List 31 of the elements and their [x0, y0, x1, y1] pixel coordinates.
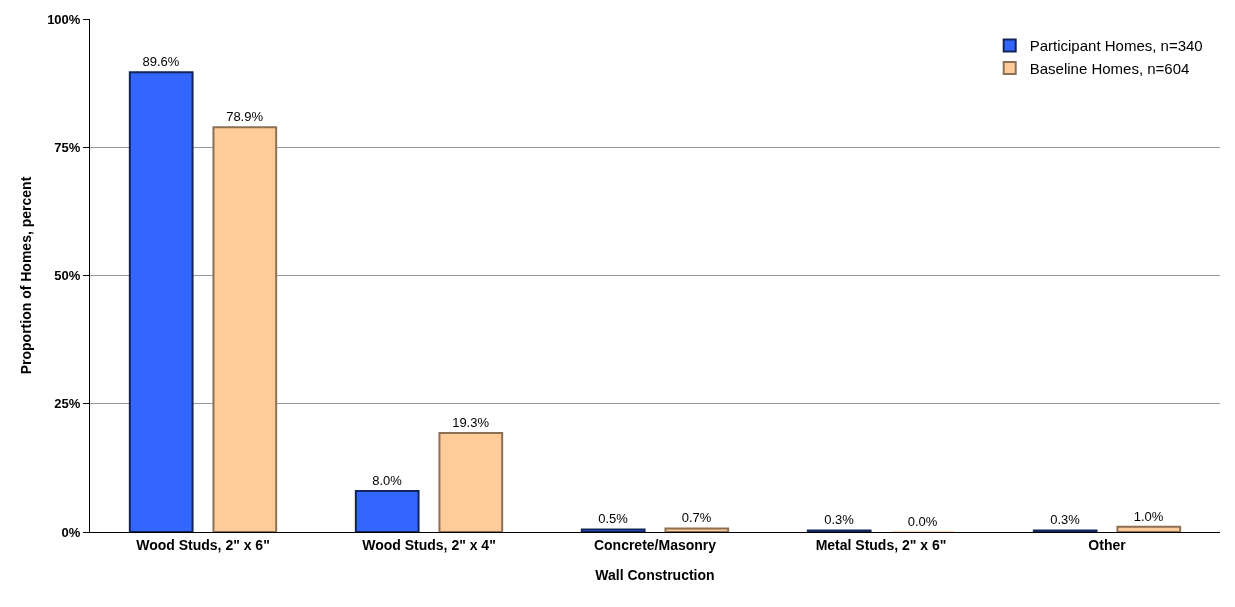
x-tick-label: Wood Studs, 2" x 6" — [136, 536, 270, 553]
bar — [212, 126, 278, 532]
data-label: 0.7% — [681, 510, 712, 526]
y-axis-title: Proportion of Homes, percent — [17, 176, 34, 375]
bar — [128, 71, 194, 532]
data-label: 8.0% — [372, 472, 403, 488]
legend-label: Baseline Homes, n=604 — [1029, 59, 1190, 77]
data-label: 0.5% — [598, 511, 629, 527]
bar — [438, 431, 504, 532]
x-tick-label: Metal Studs, 2" x 6" — [815, 536, 947, 553]
x-tick-label: Concrete/Masonry — [593, 536, 717, 553]
x-tick-label: Other — [1088, 536, 1127, 553]
data-label: 0.0% — [907, 514, 938, 529]
data-label: 89.6% — [142, 54, 180, 70]
data-label: 0.3% — [1050, 512, 1081, 528]
y-tick-label: 50% — [54, 268, 81, 284]
y-tick-label: 100% — [47, 11, 81, 27]
bar — [354, 489, 420, 532]
data-label: 0.3% — [824, 512, 855, 528]
bar — [580, 528, 646, 532]
bar — [1116, 525, 1182, 532]
data-label: 78.9% — [226, 109, 264, 125]
y-tick-label: 0% — [61, 524, 81, 540]
data-label: 19.3% — [452, 414, 490, 430]
x-axis-title: Wall Construction — [595, 567, 715, 584]
bar — [664, 527, 730, 532]
x-tick-label: Wood Studs, 2" x 4" — [362, 536, 496, 553]
data-label: 1.0% — [1133, 508, 1164, 524]
y-tick-label: 75% — [54, 139, 81, 155]
y-tick-label: 25% — [54, 396, 81, 412]
legend-label: Participant Homes, n=340 — [1029, 37, 1203, 55]
